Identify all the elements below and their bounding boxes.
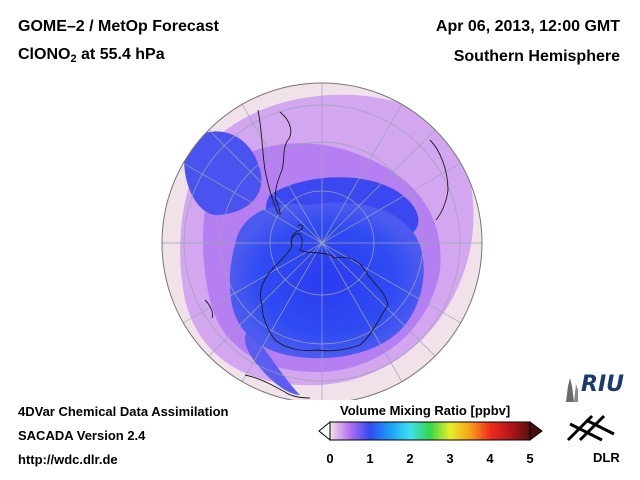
colorbar <box>318 420 543 442</box>
species-label: ClONO2 at 55.4 hPa <box>18 46 165 65</box>
colorbar-tick-label: 3 <box>446 451 454 466</box>
globe-field <box>162 83 482 400</box>
footer-line-1: 4DVar Chemical Data Assimilation <box>18 404 229 419</box>
new-zealand-coast <box>204 299 213 319</box>
species-level: at 55.4 hPa <box>76 46 165 63</box>
africa-coast <box>429 139 449 221</box>
footer-line-2: SACADA Version 2.4 <box>18 428 146 443</box>
dlr-logo-text: DLR <box>593 450 620 465</box>
colorbar-tick-label: 2 <box>406 451 414 466</box>
riu-logo-mark <box>566 378 578 402</box>
polar-vortex <box>229 202 424 359</box>
species-prefix: ClONO <box>18 46 71 63</box>
species-subscript: 2 <box>70 53 77 65</box>
polar-map <box>161 82 483 400</box>
graticule <box>162 83 482 400</box>
antarctic-peninsula <box>290 224 304 247</box>
region-label: Southern Hemisphere <box>453 48 620 65</box>
south-america-coast <box>257 109 292 215</box>
colorbar-tick-label: 0 <box>326 451 334 466</box>
australia-coast <box>244 374 311 399</box>
forecast-date: Apr 06, 2013, 12:00 GMT <box>435 18 620 35</box>
colorbar-gradient <box>329 421 531 441</box>
vortex-tongue-west <box>184 131 262 215</box>
colorbar-under-arrow <box>318 420 331 442</box>
globe-outline <box>161 82 483 400</box>
colorbar-tick-label: 1 <box>366 451 374 466</box>
dlr-logo-icon <box>566 414 615 442</box>
footer-url: http://wdc.dlr.de <box>18 452 118 467</box>
vortex-tongue-south <box>244 330 300 395</box>
coastlines <box>204 109 449 399</box>
map-title: GOME–2 / MetOp Forecast <box>18 18 219 35</box>
colorbar-over-arrow <box>529 421 543 441</box>
colorbar-tick-label: 5 <box>526 451 534 466</box>
colorbar-title: Volume Mixing Ratio [ppbv] <box>340 403 511 418</box>
riu-logo-text: RIU <box>581 372 624 397</box>
antarctica-coast <box>259 233 389 352</box>
colorbar-tick-label: 4 <box>486 451 494 466</box>
